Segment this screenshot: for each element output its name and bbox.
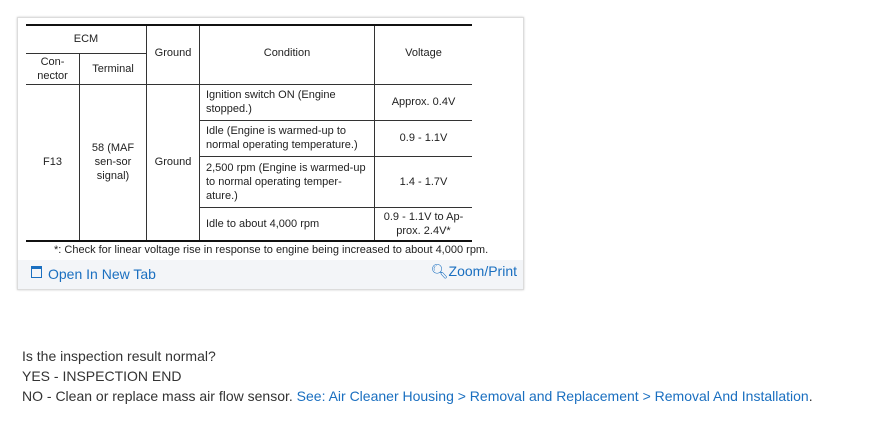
condition-cell: 2,500 rpm (Engine is warmed-up to normal… (199, 155, 375, 208)
question-text: Is the inspection result normal? (22, 348, 216, 364)
header-ground: Ground (146, 24, 200, 85)
yes-text: YES - INSPECTION END (22, 368, 182, 384)
open-new-tab-link[interactable]: Open In New Tab (31, 266, 156, 282)
header-terminal: Terminal (79, 52, 147, 85)
voltage-cell: 0.9 - 1.1V (374, 119, 472, 157)
condition-cell: Idle (Engine is warmed-up to normal oper… (199, 119, 375, 157)
condition-cell: Idle to about 4,000 rpm (199, 206, 375, 242)
connector-cell: F13 (26, 83, 80, 242)
figure-toolbar: Open In New Tab 🔍︎Zoom/Print (18, 260, 523, 289)
terminal-cell: 58 (MAF sen-sor signal) (79, 83, 147, 242)
zoom-print-link[interactable]: 🔍︎Zoom/Print (430, 263, 517, 279)
open-tab-icon (31, 266, 42, 278)
ground-cell: Ground (146, 83, 200, 242)
footnote: *: Check for linear voltage rise in resp… (54, 244, 489, 256)
voltage-table: ECM Ground Condition Voltage Con- nector… (26, 24, 472, 242)
header-voltage: Voltage (374, 24, 472, 85)
see-procedure-link[interactable]: See: Air Cleaner Housing > Removal and R… (296, 388, 809, 404)
condition-cell: Ignition switch ON (Engine stopped.) (199, 83, 375, 121)
zoom-in-icon: 🔍︎ (430, 263, 449, 279)
voltage-cell: 1.4 - 1.7V (374, 155, 472, 208)
table-figure: ECM Ground Condition Voltage Con- nector… (17, 17, 524, 290)
voltage-cell: Approx. 0.4V (374, 83, 472, 121)
header-connector: Con- nector (26, 52, 80, 85)
voltage-cell: 0.9 - 1.1V to Ap-prox. 2.4V* (374, 206, 472, 242)
header-ecm: ECM (26, 24, 147, 54)
no-text: NO - Clean or replace mass air flow sens… (22, 388, 813, 404)
header-condition: Condition (199, 24, 375, 85)
